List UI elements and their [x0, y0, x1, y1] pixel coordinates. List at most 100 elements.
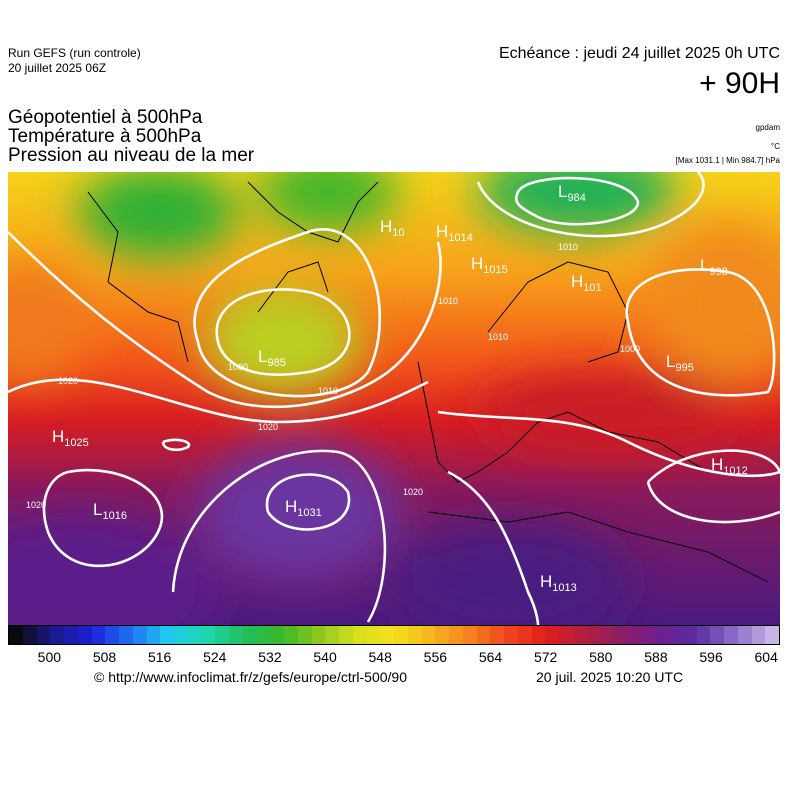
center-value: 101 — [583, 282, 601, 294]
coastlines — [87, 181, 769, 583]
pressure-center: H1015 — [471, 254, 508, 276]
center-type: L — [93, 500, 102, 519]
colorbar-swatch — [366, 626, 381, 644]
center-type: L — [666, 352, 675, 371]
colorbar-label: 580 — [589, 649, 613, 665]
colorbar-swatch — [160, 626, 174, 644]
colorbar-swatch — [9, 626, 23, 644]
colorbar-swatch — [119, 626, 133, 644]
colorbar-swatch — [215, 626, 229, 644]
colorbar-swatch — [380, 626, 394, 644]
center-type: H — [380, 217, 392, 236]
pressure-center: H101 — [571, 272, 602, 294]
colorbar — [8, 625, 780, 645]
colorbar-label: 500 — [37, 649, 62, 665]
colorbar-swatch — [22, 626, 37, 644]
center-value: 1012 — [723, 465, 747, 477]
colorbar-swatch — [311, 626, 326, 644]
colorbar-label: 532 — [258, 649, 282, 665]
pressure-center: L984 — [558, 182, 586, 204]
colorbar-swatch — [50, 626, 64, 644]
center-value: 984 — [567, 192, 585, 204]
timestamp: 20 juil. 2025 10:20 UTC — [536, 669, 684, 685]
colorbar-swatch — [696, 626, 711, 644]
colorbar-label: 588 — [644, 649, 668, 665]
run-date: 20 juillet 2025 06Z — [8, 61, 107, 75]
colorbar-swatch — [352, 626, 367, 644]
unit-label: °C — [771, 142, 780, 151]
isobar-label: 1020 — [58, 376, 78, 386]
colorbar-swatch — [600, 626, 614, 644]
isobar-label: 1020 — [26, 500, 46, 510]
colorbar-label: 516 — [147, 649, 172, 665]
center-value: 1016 — [102, 510, 126, 522]
colorbar-label: 508 — [92, 649, 117, 665]
colorbar-swatch — [325, 626, 339, 644]
center-type: H — [540, 572, 552, 591]
colorbar-swatch — [559, 626, 573, 644]
colorbar-swatch — [187, 626, 202, 644]
center-type: H — [571, 272, 583, 291]
isobar-label: 1010 — [318, 386, 338, 396]
isobar-label: 1010 — [438, 296, 458, 306]
colorbar-swatch — [490, 626, 504, 644]
colorbar-swatch — [270, 626, 284, 644]
pressure-center: L1016 — [93, 500, 127, 522]
colorbar-swatch — [724, 626, 738, 644]
isobar-label: 1020 — [258, 422, 278, 432]
colorbar-swatch — [531, 626, 546, 644]
pressure-center: H1025 — [52, 427, 89, 449]
center-value: 1025 — [64, 437, 88, 449]
center-type: H — [436, 222, 448, 241]
colorbar-swatch — [545, 626, 559, 644]
colorbar-swatch — [462, 626, 477, 644]
colorbar-swatch — [64, 626, 78, 644]
center-type: L — [258, 347, 267, 366]
colorbar-swatch — [435, 626, 449, 644]
title-line: Température à 500hPa — [8, 126, 202, 147]
colorbar-label: 540 — [313, 649, 337, 665]
colorbar-swatch — [765, 626, 779, 644]
colorbar-swatch — [284, 626, 298, 644]
center-type: H — [285, 497, 297, 516]
center-value: 985 — [267, 357, 285, 369]
colorbar-swatch — [586, 626, 601, 644]
isobar-label: 1010 — [558, 242, 578, 252]
center-type: H — [52, 427, 64, 446]
colorbar-swatch — [174, 626, 188, 644]
unit-label: gpdam — [755, 123, 780, 132]
center-value: 998 — [709, 266, 727, 278]
colorbar-swatch — [146, 626, 161, 644]
center-value: 10 — [392, 227, 404, 239]
center-type: L — [558, 182, 567, 201]
colorbar-swatch — [641, 626, 656, 644]
colorbar-label: 524 — [203, 649, 227, 665]
colorbar-swatch — [36, 626, 51, 644]
colorbar-swatch — [77, 626, 92, 644]
colorbar-swatch — [91, 626, 106, 644]
colorbar-swatch — [517, 626, 532, 644]
colorbar-swatch — [751, 626, 766, 644]
pressure-center: H1014 — [436, 222, 473, 244]
pressure-range: [Max 1031.1 | Min 984.7] hPa — [675, 156, 780, 165]
colorbar-swatch — [476, 626, 491, 644]
isobars — [8, 172, 780, 625]
colorbar-swatch — [105, 626, 119, 644]
colorbar-swatch — [394, 626, 408, 644]
colorbar-label: 596 — [699, 649, 723, 665]
center-type: H — [711, 455, 723, 474]
colorbar-swatch — [504, 626, 518, 644]
run-name: Run GEFS (run controle) — [8, 46, 141, 60]
pressure-center: H1013 — [540, 572, 577, 594]
colorbar-swatch — [201, 626, 216, 644]
center-value: 1031 — [297, 507, 321, 519]
center-type: H — [471, 254, 483, 273]
title-line: Pression au niveau de la mer — [8, 145, 255, 166]
center-type: L — [700, 256, 709, 275]
source-url: © http://www.infoclimat.fr/z/gefs/europe… — [94, 669, 408, 685]
colorbar-label: 604 — [754, 649, 778, 665]
colorbar-swatch — [655, 626, 669, 644]
pressure-center: H10 — [380, 217, 405, 239]
title-line: Géopotentiel à 500hPa — [8, 107, 203, 128]
